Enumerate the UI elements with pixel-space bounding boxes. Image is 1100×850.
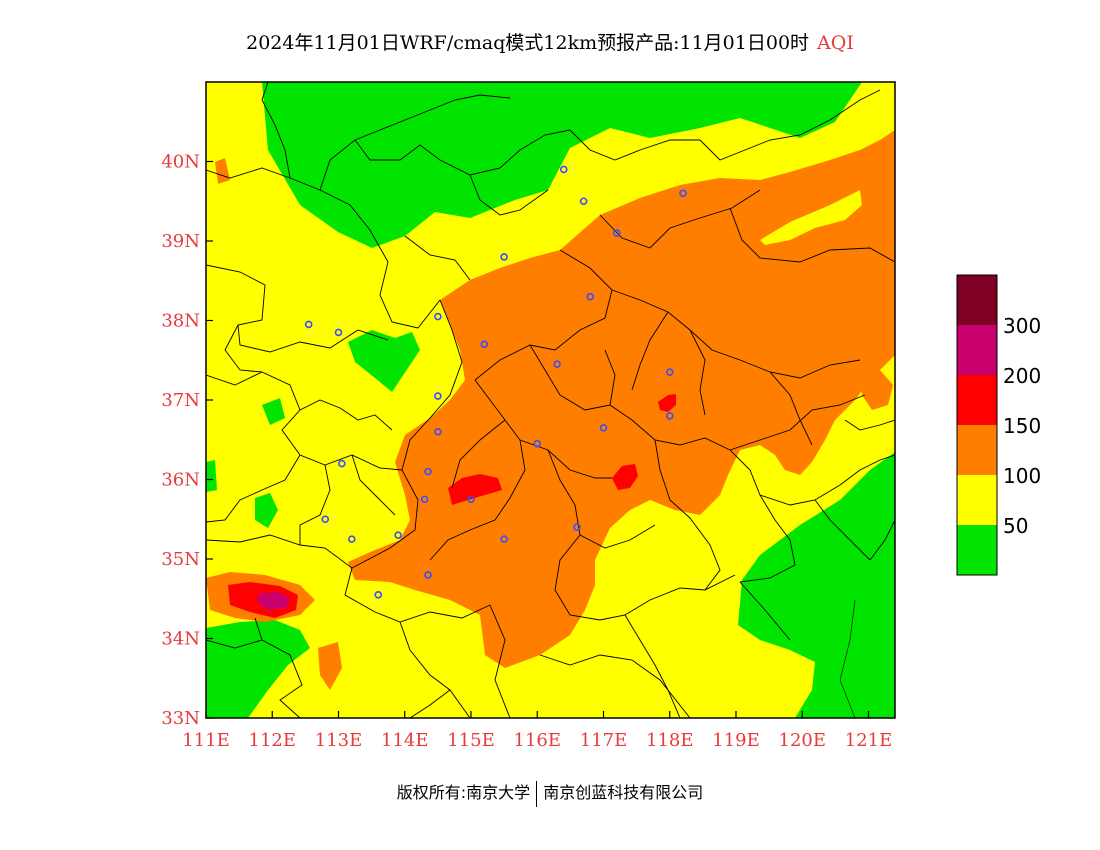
x-tick-label: 113E	[315, 730, 363, 751]
good-area-southwest	[206, 620, 310, 718]
x-tick-label: 117E	[580, 730, 628, 751]
aqi-colorbar: 50 100 150 200 300	[956, 274, 1041, 576]
station-marker	[424, 571, 432, 579]
colorbar-good	[957, 525, 997, 575]
y-tick-label: 38N	[161, 311, 200, 332]
x-tick-label: 120E	[779, 730, 827, 751]
title-main: 2024年11月01日WRF/cmaq模式12km预报产品:11月01日00时	[246, 32, 810, 54]
station-marker	[347, 535, 356, 543]
colorbar-frame	[956, 274, 998, 576]
colorbar-moderate	[957, 475, 997, 525]
moderate-area-northeast-cut	[760, 190, 862, 245]
colorbar-usg	[957, 425, 997, 475]
station-marker	[586, 292, 595, 301]
title-variable: AQI	[817, 32, 854, 54]
good-area-west-small	[255, 493, 278, 528]
good-area-north	[262, 82, 862, 248]
y-tick-label: 33N	[161, 708, 200, 729]
good-area-east-sea	[738, 452, 895, 718]
station-marker	[533, 439, 542, 448]
unhealthy-area-taian	[612, 464, 638, 490]
copyright-left: 版权所有:南京大学	[396, 783, 531, 802]
station-marker	[338, 459, 346, 468]
unhealthy-area-anyang	[448, 474, 502, 505]
usg-area-northwest	[215, 158, 230, 184]
aqi-field	[206, 82, 895, 718]
usg-area-west-patch	[318, 642, 342, 690]
colorbar-very-unhealthy	[957, 325, 997, 375]
station-marker	[573, 523, 581, 532]
y-tick-label: 36N	[161, 470, 200, 491]
station-marker	[394, 531, 402, 539]
x-axis: 111E 112E 113E 114E 115E 116E 117E 118E 119E 120E…	[182, 711, 892, 751]
station-markers	[304, 165, 687, 599]
map-title: 2024年11月01日WRF/cmaq模式12km预报产品:11月01日00时 A…	[0, 28, 1100, 55]
x-tick-label: 121E	[845, 730, 893, 751]
legend-label-300: 300	[1003, 314, 1041, 338]
station-marker	[304, 320, 313, 329]
station-marker	[374, 590, 383, 599]
station-marker	[612, 229, 621, 237]
station-marker	[559, 165, 568, 174]
x-tick-label: 114E	[381, 730, 429, 751]
good-area-west-hills	[348, 330, 420, 392]
y-tick-label: 39N	[161, 231, 200, 252]
x-tick-label: 112E	[249, 730, 297, 751]
station-marker	[321, 515, 330, 524]
x-tick-label: 115E	[447, 730, 495, 751]
station-marker	[480, 340, 489, 349]
station-marker	[500, 253, 508, 261]
legend-label-100: 100	[1003, 464, 1041, 488]
x-tick-label: 119E	[712, 730, 760, 751]
very-unhealthy-area	[258, 592, 290, 610]
station-marker	[420, 495, 429, 504]
station-marker	[467, 495, 475, 504]
legend-label-150: 150	[1003, 414, 1041, 438]
good-area-west-edge	[206, 460, 217, 492]
footer-separator	[536, 780, 538, 807]
station-marker	[500, 535, 508, 543]
y-tick-label: 34N	[161, 629, 200, 650]
y-tick-label: 37N	[161, 390, 200, 411]
y-tick-label: 35N	[161, 549, 200, 570]
x-tick-label: 116E	[514, 730, 562, 751]
station-marker	[579, 197, 588, 206]
copyright-right: 南京创蓝科技有限公司	[543, 783, 704, 802]
y-axis: 33N 34N 35N 36N 37N 38N 39N 40N	[161, 152, 213, 729]
colorbar-unhealthy	[957, 375, 997, 425]
colorbar-hazardous	[957, 275, 997, 325]
usg-area-east-coast	[860, 370, 893, 410]
x-tick-label: 111E	[182, 730, 230, 751]
good-area-west-patch	[262, 398, 285, 425]
station-marker	[665, 412, 674, 420]
usg-area-main	[348, 130, 895, 668]
unhealthy-area-zibo	[658, 394, 676, 412]
station-marker	[599, 424, 608, 432]
station-marker	[553, 360, 561, 369]
legend-label-50: 50	[1003, 514, 1028, 538]
y-tick-label: 40N	[161, 152, 200, 173]
station-marker	[665, 368, 674, 376]
station-marker	[334, 328, 343, 337]
station-marker	[434, 392, 442, 400]
station-marker	[434, 427, 442, 436]
copyright-footer: 版权所有:南京大学 南京创蓝科技有限公司	[0, 779, 1100, 807]
station-marker	[434, 312, 442, 321]
x-tick-label: 118E	[646, 730, 694, 751]
legend-label-200: 200	[1003, 364, 1041, 388]
station-marker	[679, 189, 687, 198]
station-marker	[424, 467, 432, 476]
